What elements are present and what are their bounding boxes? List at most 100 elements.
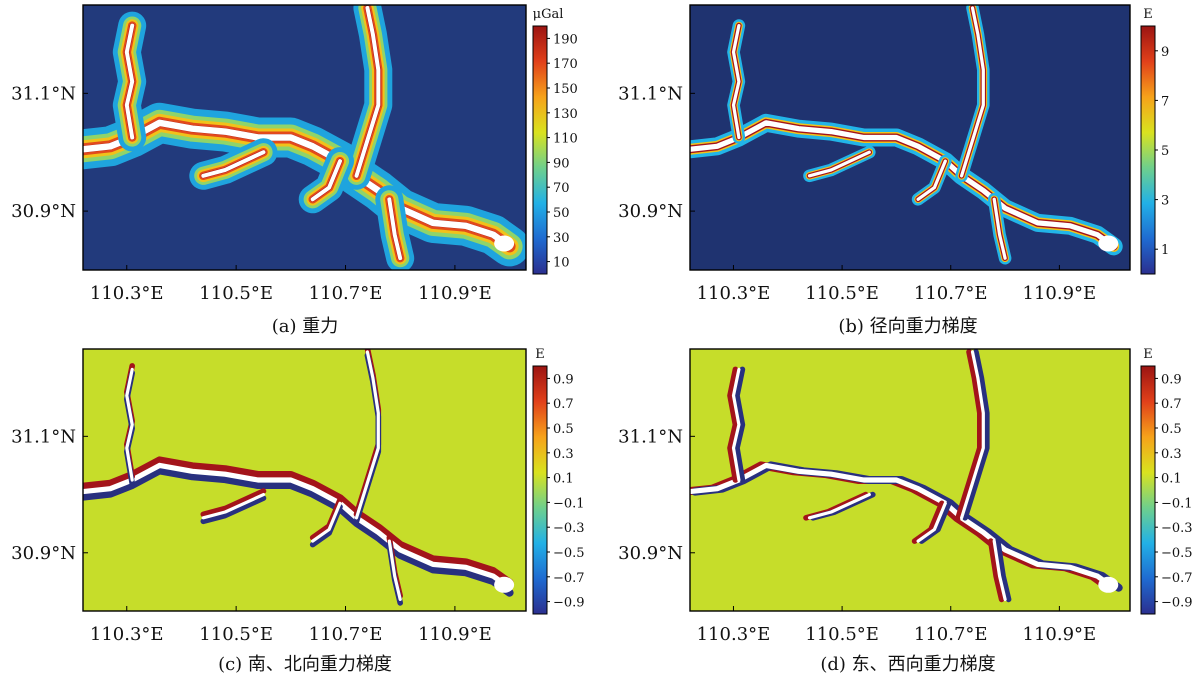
negative-band [83,466,514,597]
y-tick-label: 30.9°N [618,201,683,222]
colorbar-tick-label: 10 [553,256,570,271]
reservoir-water [807,150,871,178]
colorbar-unit: E [1143,7,1153,22]
colorbar-tick-label: 0.9 [1161,372,1182,387]
y-tick-label: 31.1°N [618,83,683,104]
reservoir-basin [1098,235,1119,252]
panel-caption: (b) 径向重力梯度 [838,316,977,337]
heatmap-field [83,349,526,611]
negative-band [994,538,1012,603]
x-tick-label: 110.3°E [697,624,771,645]
colorbar-tick-label: 5 [1161,144,1169,159]
reservoir-water [960,6,985,178]
x-tick-label: 110.7°E [914,624,988,645]
colorbar-tick-label: 0.3 [553,447,574,462]
reservoir-water [916,159,947,201]
colorbar-unit: E [535,347,545,362]
heatmap-field [83,5,526,270]
colorbar-tick-label: 70 [553,181,570,196]
reservoir-water [83,462,513,591]
panel-caption: (a) 重力 [272,316,339,337]
negative-band [918,500,952,544]
x-tick-label: 110.9°E [1023,624,1097,645]
y-tick-label: 30.9°N [618,543,683,564]
plot-frame [82,4,527,271]
reservoir-water [960,350,985,520]
plot-frame [689,348,1131,612]
negative-band [200,495,267,525]
colorbar-unit: μGal [533,7,564,22]
colorbar-tick-label: 0.5 [553,422,574,437]
reservoir-basin [494,576,515,593]
reservoir-water [311,501,342,543]
heatmap-field [690,349,1130,611]
panel-caption: (c) 南、北向重力梯度 [218,654,392,675]
x-tick-label: 110.5°E [805,283,879,304]
reservoir-water [992,539,1007,601]
x-tick-label: 110.5°E [805,624,879,645]
y-tick-label: 31.1°N [618,426,683,447]
colorbar-tick-label: 150 [553,82,578,97]
colorbar-tick-label: 0.1 [553,472,574,487]
reservoir-water [201,493,266,520]
colorbar-tick-label: 170 [553,57,578,72]
colorbar-tick-label: 190 [553,32,578,47]
colorbar-tick-label: 9 [1161,45,1169,60]
colorbar [532,365,548,615]
colorbar-tick-label: 0.1 [1161,472,1182,487]
x-tick-label: 110.5°E [199,283,273,304]
colorbar-tick-label: 50 [553,206,570,221]
positive-band [200,488,267,518]
colorbar-tick-label: −0.3 [553,521,585,536]
x-tick-label: 110.7°E [309,624,383,645]
colorbar-tick-label: 130 [553,107,578,122]
negative-band [734,366,746,483]
colorbar-tick-label: 0.9 [553,372,574,387]
negative-band [962,349,990,521]
reservoir-water [916,501,947,543]
y-tick-label: 31.1°N [11,426,76,447]
reservoir-water [387,197,403,261]
reservoir-basin [494,235,515,252]
colorbar-tick-label: −0.7 [1161,571,1193,586]
x-tick-label: 110.3°E [90,624,164,645]
colorbar-tick-label: 0.7 [553,397,574,412]
plot-frame [689,4,1131,271]
x-tick-label: 110.5°E [199,624,273,645]
reservoir-water [690,462,1117,591]
positive-band [987,538,1005,603]
x-tick-label: 110.3°E [697,283,771,304]
reservoir-water [201,150,266,178]
reservoir-water [310,159,342,202]
colorbar-tick-label: 30 [553,231,570,246]
colorbar-tick-label: 110 [553,132,578,147]
x-tick-label: 110.7°E [914,283,988,304]
positive-band [727,366,739,483]
y-tick-label: 30.9°N [11,543,76,564]
colorbar-tick-label: 0.7 [1161,397,1182,412]
colorbar-tick-label: 90 [553,156,570,171]
reservoir-water [354,350,380,520]
reservoir-water [807,493,871,520]
x-tick-label: 110.7°E [309,283,383,304]
colorbar-tick-label: −0.5 [1161,546,1193,561]
x-tick-label: 110.9°E [418,283,492,304]
colorbar [1140,25,1156,275]
colorbar-tick-label: 1 [1161,243,1169,258]
panel-caption: (d) 东、西向重力梯度 [820,654,995,675]
plot-frame [82,348,527,612]
colorbar-tick-label: −0.1 [1161,496,1193,511]
reservoir-water [690,120,1117,249]
reservoir-water [83,119,513,250]
colorbar-tick-label: 3 [1161,194,1169,209]
positive-band [955,349,983,521]
reservoir-water [731,24,741,140]
y-tick-label: 31.1°N [11,83,76,104]
y-tick-label: 30.9°N [11,201,76,222]
reservoir-water [387,539,402,601]
colorbar-tick-label: 0.5 [1161,422,1182,437]
heatmap-field [690,5,1130,270]
colorbar [1140,365,1156,615]
colorbar-tick-label: 0.3 [1161,447,1182,462]
